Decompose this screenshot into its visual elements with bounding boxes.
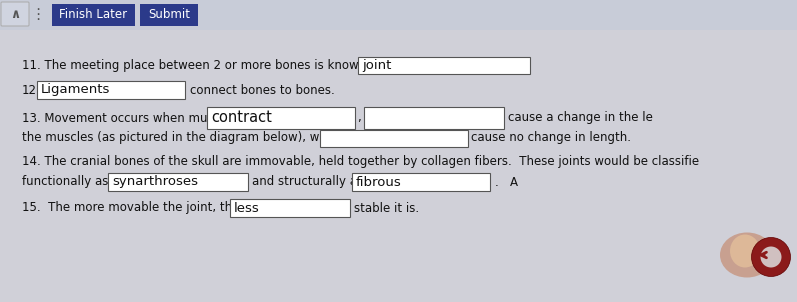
Text: joint: joint <box>362 59 391 72</box>
Text: connect bones to bones.: connect bones to bones. <box>190 83 335 97</box>
Circle shape <box>752 237 791 277</box>
Text: .   A: . A <box>495 175 518 188</box>
Text: 13. Movement occurs when muscles: 13. Movement occurs when muscles <box>22 111 237 124</box>
Text: 12.: 12. <box>22 83 41 97</box>
Text: contract: contract <box>211 111 272 126</box>
Text: Ligaments: Ligaments <box>41 83 110 97</box>
Bar <box>230 199 350 217</box>
Text: cause a change in the le: cause a change in the le <box>508 111 653 124</box>
Text: ∧: ∧ <box>10 8 20 21</box>
Text: ⋮: ⋮ <box>30 8 45 23</box>
Text: functionally as: functionally as <box>22 175 108 188</box>
Text: and structurally as: and structurally as <box>252 175 363 188</box>
Bar <box>108 173 248 191</box>
FancyBboxPatch shape <box>1 2 29 26</box>
Text: the muscles (as pictured in the diagram below), whereas: the muscles (as pictured in the diagram … <box>22 131 359 144</box>
Bar <box>358 56 530 73</box>
Ellipse shape <box>720 233 774 278</box>
Bar <box>320 130 468 146</box>
Text: stable it is.: stable it is. <box>354 201 419 214</box>
Ellipse shape <box>730 234 760 268</box>
Text: synarthroses: synarthroses <box>112 175 198 188</box>
Circle shape <box>760 246 782 268</box>
Text: 11. The meeting place between 2 or more bones is known as a: 11. The meeting place between 2 or more … <box>22 59 395 72</box>
Text: fibrous: fibrous <box>356 175 402 188</box>
Bar <box>364 107 504 129</box>
Text: 14. The cranial bones of the skull are immovable, held together by collagen fibe: 14. The cranial bones of the skull are i… <box>22 156 699 169</box>
Bar <box>207 107 355 129</box>
Bar <box>0 0 797 30</box>
Text: Submit: Submit <box>148 8 190 21</box>
Text: 15.  The more movable the joint, the: 15. The more movable the joint, the <box>22 201 239 214</box>
FancyBboxPatch shape <box>52 4 135 26</box>
Text: Finish Later: Finish Later <box>60 8 128 21</box>
Bar <box>352 173 490 191</box>
FancyBboxPatch shape <box>140 4 198 26</box>
Text: cause no change in length.: cause no change in length. <box>471 131 631 144</box>
Text: ,: , <box>357 111 361 124</box>
Text: less: less <box>234 201 260 214</box>
Bar <box>37 81 185 99</box>
